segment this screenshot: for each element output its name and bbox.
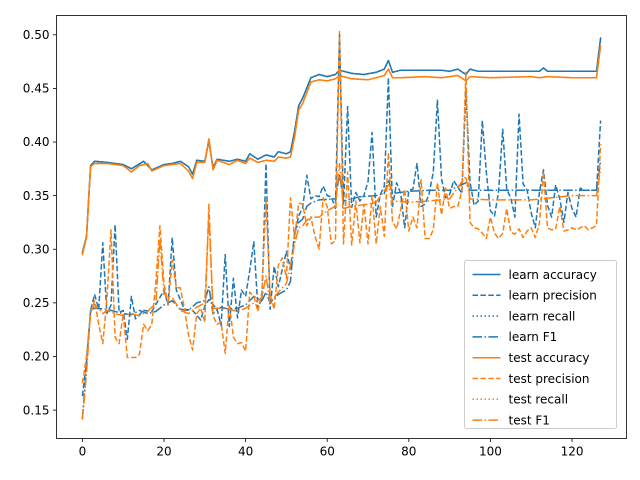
legend-label: test F1 <box>509 413 550 427</box>
y-tick-label: 0.50 <box>23 28 50 42</box>
legend-label: test precision <box>509 372 590 386</box>
legend-box <box>464 260 617 429</box>
legend-label: learn recall <box>509 309 576 323</box>
legend-label: learn precision <box>509 289 597 303</box>
y-tick-label: 0.45 <box>23 82 50 96</box>
series-lines <box>81 30 602 420</box>
x-tick-label: 20 <box>156 445 171 459</box>
y-tick-label: 0.40 <box>23 135 50 149</box>
x-tick-label: 100 <box>479 445 502 459</box>
series-learn-precision <box>81 34 602 397</box>
x-axis-ticks: 0 20 40 60 80 100 120 <box>79 438 584 459</box>
series-test-recall <box>81 44 602 256</box>
y-tick-label: 0.15 <box>23 403 50 417</box>
x-tick-label: 0 <box>79 445 87 459</box>
legend-label: learn F1 <box>509 330 558 344</box>
y-tick-label: 0.25 <box>23 296 50 310</box>
x-tick-label: 120 <box>561 445 584 459</box>
y-tick-label: 0.20 <box>23 350 50 364</box>
x-tick-label: 40 <box>238 445 253 459</box>
plot-frame <box>56 15 627 439</box>
y-tick-label: 0.35 <box>23 189 50 203</box>
series-learn-f1 <box>81 161 602 419</box>
x-tick-label: 80 <box>401 445 416 459</box>
x-tick-label: 60 <box>320 445 335 459</box>
legend-label: test recall <box>509 393 569 407</box>
series-test-f1 <box>81 162 602 420</box>
legend-label: test accuracy <box>509 351 590 365</box>
series-test-precision <box>81 30 602 384</box>
y-tick-label: 0.30 <box>23 242 50 256</box>
series-learn-recall <box>81 37 602 254</box>
legend-label: learn accuracy <box>509 268 597 282</box>
legend: learn accuracy learn precision learn recal… <box>464 260 617 429</box>
y-axis-ticks: 0.15 0.20 0.25 0.30 0.35 0.40 0.45 0.50 <box>23 28 57 417</box>
